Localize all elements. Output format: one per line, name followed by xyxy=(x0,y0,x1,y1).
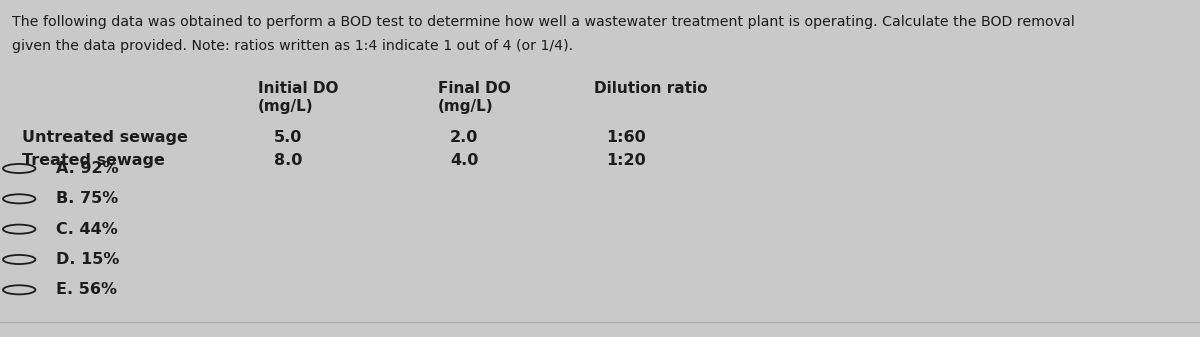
Text: D. 15%: D. 15% xyxy=(56,252,120,267)
Text: A. 92%: A. 92% xyxy=(56,161,119,176)
Text: E. 56%: E. 56% xyxy=(56,282,118,297)
Text: Dilution ratio: Dilution ratio xyxy=(594,81,708,96)
Text: Untreated sewage: Untreated sewage xyxy=(22,130,187,145)
Text: 4.0: 4.0 xyxy=(450,153,479,168)
Text: B. 75%: B. 75% xyxy=(56,191,119,206)
Text: Treated sewage: Treated sewage xyxy=(22,153,164,168)
Text: Initial DO
(mg/L): Initial DO (mg/L) xyxy=(258,81,338,114)
Text: 2.0: 2.0 xyxy=(450,130,479,145)
Text: 8.0: 8.0 xyxy=(274,153,302,168)
Text: The following data was obtained to perform a BOD test to determine how well a wa: The following data was obtained to perfo… xyxy=(12,15,1075,29)
Text: 1:60: 1:60 xyxy=(606,130,646,145)
Text: 1:20: 1:20 xyxy=(606,153,646,168)
Text: given the data provided. Note: ratios written as 1:4 indicate 1 out of 4 (or 1/4: given the data provided. Note: ratios wr… xyxy=(12,39,574,53)
Text: C. 44%: C. 44% xyxy=(56,222,118,237)
Text: 5.0: 5.0 xyxy=(274,130,302,145)
Text: Final DO
(mg/L): Final DO (mg/L) xyxy=(438,81,511,114)
